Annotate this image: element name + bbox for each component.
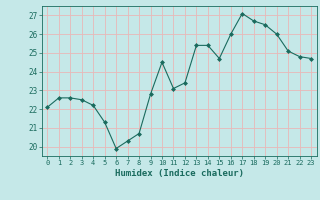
X-axis label: Humidex (Indice chaleur): Humidex (Indice chaleur)	[115, 169, 244, 178]
